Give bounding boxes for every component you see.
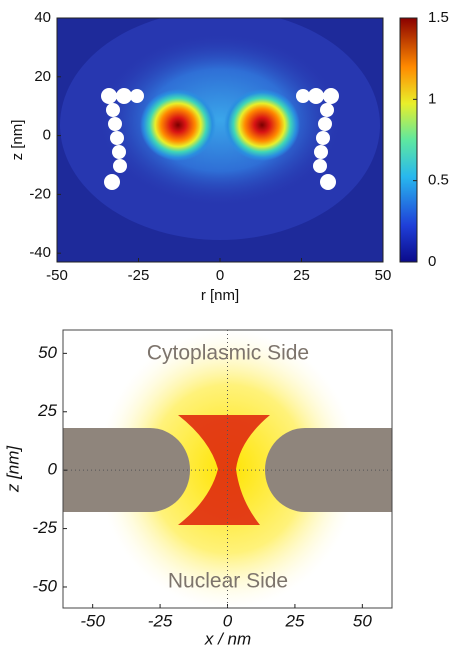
x-axis-label: r [nm]: [201, 287, 239, 304]
x-tick-label: 50: [353, 611, 372, 630]
y-tick-label: -40: [29, 244, 51, 261]
x-tick-label: -25: [128, 267, 150, 284]
x-axis-label: x / nm: [204, 629, 251, 648]
y-tick-label: 50: [38, 343, 57, 362]
y-tick-label: 20: [34, 68, 51, 85]
y-tick-label: 0: [48, 460, 58, 479]
annotation: Nuclear Side: [168, 570, 288, 593]
x-tick-label: 50: [375, 267, 392, 284]
x-tick-label: -25: [148, 611, 173, 630]
y-tick-label: 0: [43, 127, 51, 144]
colorbar-tick-label: 0.5: [428, 172, 449, 189]
x-tick-label: 0: [216, 267, 224, 284]
colorbar-tick-label: 1.5: [428, 9, 449, 26]
y-axis-label: z [nm]: [3, 445, 22, 494]
x-tick-label: -50: [46, 267, 68, 284]
y-tick-label: -25: [32, 518, 57, 537]
y-tick-label: -50: [32, 576, 57, 595]
heatmap-field: [57, 18, 383, 262]
density-field: [63, 330, 392, 608]
x-tick-label: 25: [284, 611, 304, 630]
x-tick-label: 25: [293, 267, 310, 284]
y-axis-label: z [nm]: [9, 120, 26, 161]
y-tick-label: -20: [29, 185, 51, 202]
colorbar-tick-label: 0: [428, 253, 436, 270]
y-tick-label: 40: [34, 9, 51, 26]
colorbar: [399, 17, 418, 263]
colorbar-tick-label: 1: [428, 90, 436, 107]
x-tick-label: -50: [80, 611, 105, 630]
annotation: Cytoplasmic Side: [147, 342, 309, 365]
y-tick-label: 25: [37, 401, 57, 420]
x-tick-label: 0: [223, 611, 233, 630]
